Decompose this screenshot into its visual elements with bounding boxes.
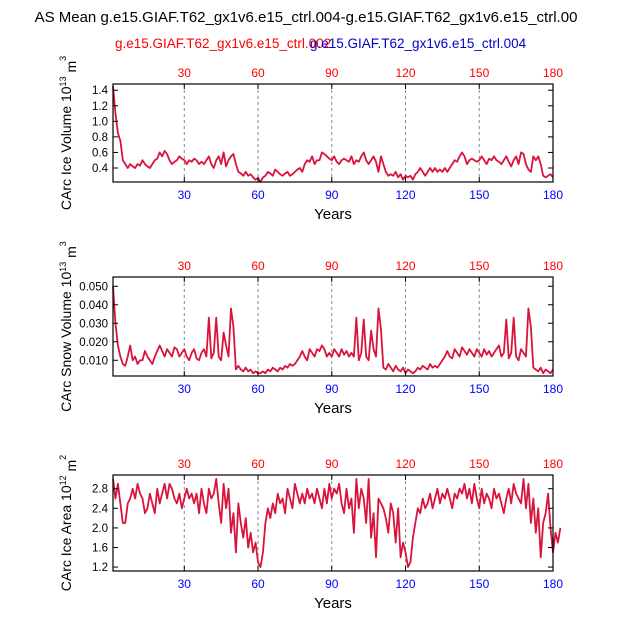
x-tick-label-bottom: 180 (543, 577, 563, 591)
x-tick-label-top: 60 (251, 66, 265, 80)
x-tick-label-bottom: 150 (469, 577, 489, 591)
y-tick-label: 0.020 (79, 337, 108, 349)
x-axis-label: Years (314, 206, 352, 223)
y-axis-label-part: 13 (58, 76, 68, 86)
x-tick-label-top: 180 (543, 66, 563, 80)
y-tick-label: 0.010 (79, 355, 108, 367)
x-tick-label-bottom: 60 (251, 577, 265, 591)
y-tick-label: 1.0 (92, 116, 108, 128)
y-tick-label: 1.2 (92, 562, 108, 574)
x-tick-label-top: 30 (178, 457, 192, 471)
x-tick-label-bottom: 60 (251, 188, 265, 202)
x-tick-label-top: 30 (178, 66, 192, 80)
y-axis-label-part: 13 (58, 262, 68, 272)
x-tick-label-top: 60 (251, 259, 265, 273)
x-tick-label-top: 60 (251, 457, 265, 471)
y-axis-label-part: m (63, 460, 79, 476)
y-axis-label-part: m (63, 246, 79, 262)
y-tick-label: 2.8 (92, 484, 108, 496)
figure-title: AS Mean g.e15.GIAF.T62_gx1v6.e15_ctrl.00… (35, 9, 578, 26)
x-tick-label-bottom: 60 (251, 382, 265, 396)
legend-case-b: g.e15.GIAF.T62_gx1v6.e15_ctrl.004 (310, 36, 527, 51)
x-tick-label-bottom: 120 (395, 188, 415, 202)
x-tick-label-top: 90 (325, 259, 339, 273)
x-tick-label-bottom: 90 (325, 188, 339, 202)
y-tick-label: 0.4 (92, 163, 109, 175)
x-tick-label-bottom: 120 (395, 577, 415, 591)
panel-1: 30 30 60 60 90 90 120 120 150 150 180 180 0.4 0.6 0.8 1… (58, 56, 563, 223)
series-line (112, 286, 554, 375)
y-axis-label-part: 2 (58, 455, 68, 460)
y-axis-label: CArc Ice Volume 1013 m3 (58, 56, 79, 210)
x-tick-label-top: 30 (178, 259, 192, 273)
y-tick-label: 0.6 (92, 147, 108, 159)
x-tick-label-top: 180 (543, 259, 563, 273)
y-tick-label: 1.2 (92, 101, 108, 113)
x-tick-label-bottom: 150 (469, 382, 489, 396)
y-tick-label: 0.040 (79, 300, 108, 312)
y-tick-label: 2.0 (92, 523, 108, 535)
y-tick-label: 1.4 (92, 85, 109, 97)
x-tick-label-bottom: 30 (178, 188, 192, 202)
x-tick-label-bottom: 30 (178, 577, 192, 591)
x-tick-label-bottom: 150 (469, 188, 489, 202)
plot-frame (112, 83, 554, 183)
y-axis-label-part: CArc Ice Volume 10 (58, 86, 74, 210)
x-tick-label-top: 180 (543, 457, 563, 471)
y-tick-label: 0.8 (92, 132, 108, 144)
y-tick-label: 2.4 (92, 503, 109, 515)
y-tick-label: 1.6 (92, 542, 108, 554)
y-axis-label-part: CArc Ice Area 10 (58, 485, 74, 591)
y-tick-label: 0.030 (79, 318, 108, 330)
x-tick-label-bottom: 180 (543, 188, 563, 202)
x-tick-label-top: 90 (325, 457, 339, 471)
y-axis-label-part: 3 (58, 241, 68, 246)
x-tick-label-top: 150 (469, 66, 489, 80)
y-axis-label-part: CArc Snow Volume 10 (58, 272, 74, 412)
y-axis-label-part: 12 (58, 475, 68, 485)
x-tick-label-top: 120 (395, 457, 415, 471)
x-tick-label-top: 150 (469, 259, 489, 273)
series-line (112, 86, 554, 183)
plot-frame (112, 276, 554, 377)
x-tick-label-top: 120 (395, 66, 415, 80)
x-tick-label-bottom: 90 (325, 577, 339, 591)
x-tick-label-top: 120 (395, 259, 415, 273)
y-axis-label: CArc Snow Volume 1013 m3 (58, 241, 79, 412)
y-axis-label: CArc Ice Area 1012 m2 (58, 455, 79, 591)
x-tick-label-top: 90 (325, 66, 339, 80)
x-axis-label: Years (314, 595, 352, 612)
plot-frame (112, 474, 554, 572)
y-axis-label-part: 3 (58, 56, 68, 61)
x-tick-label-bottom: 30 (178, 382, 192, 396)
x-axis-label: Years (314, 400, 352, 417)
series-line (112, 478, 562, 568)
panel-3: 30 30 60 60 90 90 120 120 150 150 180 180 1.2 1.6 2.0 2… (58, 455, 563, 612)
x-tick-label-top: 150 (469, 457, 489, 471)
x-tick-label-bottom: 180 (543, 382, 563, 396)
legend-case-a: g.e15.GIAF.T62_gx1v6.e15_ctrl.002 (115, 36, 331, 51)
y-tick-label: 0.050 (79, 281, 108, 293)
panel-2: 30 30 60 60 90 90 120 120 150 150 180 180 0.010 0.020… (58, 241, 563, 417)
x-tick-label-bottom: 90 (325, 382, 339, 396)
y-axis-label-part: m (63, 61, 79, 77)
x-tick-label-bottom: 120 (395, 382, 415, 396)
